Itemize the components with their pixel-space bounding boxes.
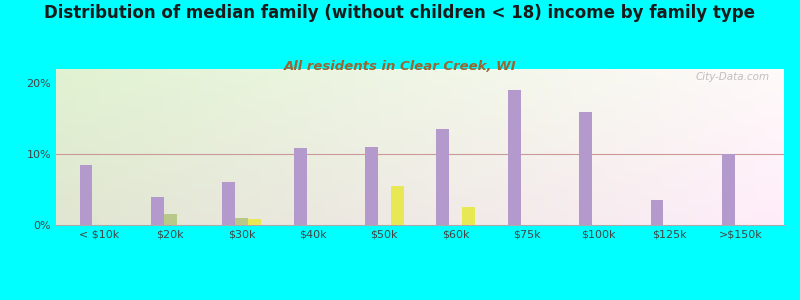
- Bar: [650, 200, 663, 225]
- Bar: [79, 165, 93, 225]
- Bar: [294, 148, 306, 225]
- Bar: [235, 218, 248, 225]
- Bar: [222, 182, 235, 225]
- Text: City-Data.com: City-Data.com: [695, 72, 770, 82]
- Bar: [579, 112, 592, 225]
- Bar: [722, 154, 734, 225]
- Bar: [437, 129, 450, 225]
- Bar: [248, 219, 261, 225]
- Bar: [164, 214, 177, 225]
- Text: Distribution of median family (without children < 18) income by family type: Distribution of median family (without c…: [45, 4, 755, 22]
- Bar: [462, 207, 475, 225]
- Bar: [151, 196, 164, 225]
- Legend: Married couple, Male, no wife, Female, no husband: Married couple, Male, no wife, Female, n…: [207, 297, 633, 300]
- Bar: [390, 186, 403, 225]
- Text: All residents in Clear Creek, WI: All residents in Clear Creek, WI: [284, 60, 516, 73]
- Bar: [508, 90, 521, 225]
- Bar: [365, 147, 378, 225]
